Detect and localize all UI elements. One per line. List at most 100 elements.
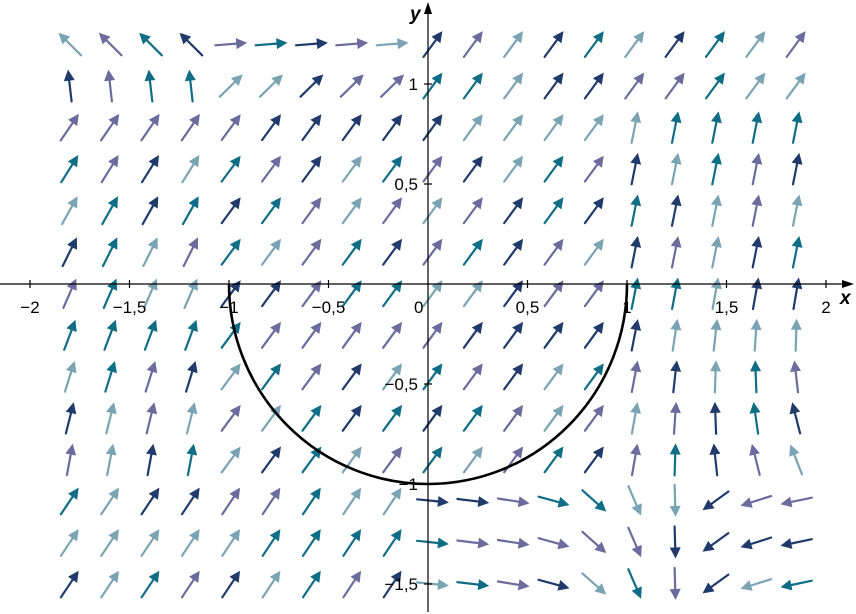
- vector-arrow: [630, 152, 642, 186]
- vector-arrow: [711, 236, 722, 269]
- vector-arrow: [104, 361, 117, 393]
- vector-arrow: [98, 32, 123, 57]
- vector-arrow: [791, 152, 803, 186]
- vector-arrow: [261, 487, 281, 516]
- vector-arrow: [496, 579, 530, 591]
- vector-arrow: [261, 114, 281, 142]
- vector-arrow: [581, 572, 607, 595]
- vector-arrow: [670, 152, 682, 186]
- vector-arrow: [342, 570, 362, 599]
- vector-arrow: [543, 446, 564, 474]
- vector-arrow: [630, 236, 642, 269]
- vector-arrow: [342, 529, 362, 557]
- vector-arrow: [462, 446, 483, 474]
- x-tick-label: −1: [219, 298, 238, 317]
- vector-arrow: [102, 278, 118, 309]
- vector-arrow: [179, 32, 204, 57]
- vector-arrow: [221, 529, 241, 557]
- vector-arrow: [581, 489, 607, 512]
- vector-arrow: [105, 443, 117, 477]
- vector-arrow: [301, 529, 321, 557]
- vector-arrow: [543, 197, 564, 225]
- vector-arrow: [543, 321, 564, 349]
- vector-arrow: [99, 113, 120, 142]
- vector-arrow: [583, 114, 604, 142]
- vector-arrow: [341, 404, 362, 432]
- vector-arrow: [543, 280, 564, 308]
- vector-arrow: [751, 194, 763, 227]
- vector-arrow: [456, 579, 490, 591]
- vector-arrow: [100, 570, 119, 599]
- vector-arrow: [185, 402, 198, 435]
- vector-arrow: [100, 487, 119, 516]
- vector-arrow: [669, 525, 681, 559]
- vector-arrow: [704, 72, 725, 100]
- x-tick-label: −1,5: [113, 298, 147, 317]
- vector-arrow: [751, 277, 763, 311]
- vector-arrow: [749, 443, 761, 476]
- vector-arrow: [503, 72, 524, 100]
- vector-arrow: [785, 72, 806, 100]
- vector-arrow: [583, 197, 604, 225]
- y-axis-label: y: [409, 4, 422, 25]
- vector-arrow: [670, 111, 682, 144]
- vector-arrow: [301, 280, 322, 308]
- vector-arrow: [791, 111, 803, 144]
- vector-arrow: [704, 31, 725, 59]
- vector-arrow: [702, 531, 730, 552]
- vector-arrow: [382, 155, 403, 183]
- vector-arrow: [183, 278, 198, 309]
- vector-arrow: [63, 319, 77, 351]
- vector-arrow: [294, 38, 328, 50]
- vector-arrow: [462, 404, 483, 432]
- vector-arrow: [59, 487, 79, 516]
- vector-arrow: [185, 361, 198, 393]
- vector-arrow: [422, 446, 443, 474]
- vector-arrow: [382, 404, 403, 432]
- vector-arrow: [301, 321, 322, 349]
- vector-arrow: [220, 280, 241, 308]
- vector-arrow: [375, 38, 409, 50]
- vector-arrow: [341, 446, 362, 474]
- vector-arrow: [382, 363, 403, 391]
- vector-arrow: [341, 238, 362, 266]
- vector-arrow: [422, 238, 443, 266]
- vector-arrow: [422, 404, 443, 432]
- vector-arrow: [63, 69, 75, 103]
- y-tick-label: 1: [409, 75, 418, 94]
- vector-arrow: [583, 238, 604, 266]
- vector-arrow: [146, 443, 157, 477]
- vector-arrow: [261, 238, 281, 266]
- x-tick-label: 0: [414, 298, 423, 317]
- vector-arrow: [503, 404, 524, 432]
- x-tick-label: 1: [622, 298, 631, 317]
- vector-arrow: [785, 31, 806, 59]
- vector-arrow: [140, 570, 160, 599]
- vector-arrow: [543, 363, 564, 391]
- vector-arrow: [301, 487, 321, 516]
- vector-arrow: [630, 194, 642, 227]
- vector-arrow: [630, 443, 641, 477]
- vector-arrow: [711, 194, 722, 227]
- vector-arrow: [221, 570, 241, 599]
- vector-arrow: [180, 570, 200, 599]
- vector-arrow: [64, 402, 77, 435]
- vector-arrow: [218, 74, 243, 98]
- vector-arrow: [261, 280, 281, 308]
- vector-arrow: [416, 537, 449, 549]
- y-tick-label: −1: [399, 475, 418, 494]
- vector-arrow: [380, 74, 405, 98]
- vector-arrow: [740, 495, 773, 508]
- vector-arrow: [261, 197, 281, 225]
- vector-arrow: [670, 401, 681, 435]
- vector-arrow: [60, 155, 79, 184]
- vector-arrow: [301, 155, 322, 183]
- vector-arrow: [751, 236, 763, 269]
- vector-arrow: [750, 360, 762, 394]
- vector-arrow: [101, 237, 118, 268]
- vector-arrow: [63, 361, 77, 393]
- vector-arrow: [583, 446, 604, 474]
- vector-arrow: [184, 319, 198, 351]
- y-axis-arrowhead: [424, 2, 432, 14]
- vector-arrow: [543, 31, 564, 59]
